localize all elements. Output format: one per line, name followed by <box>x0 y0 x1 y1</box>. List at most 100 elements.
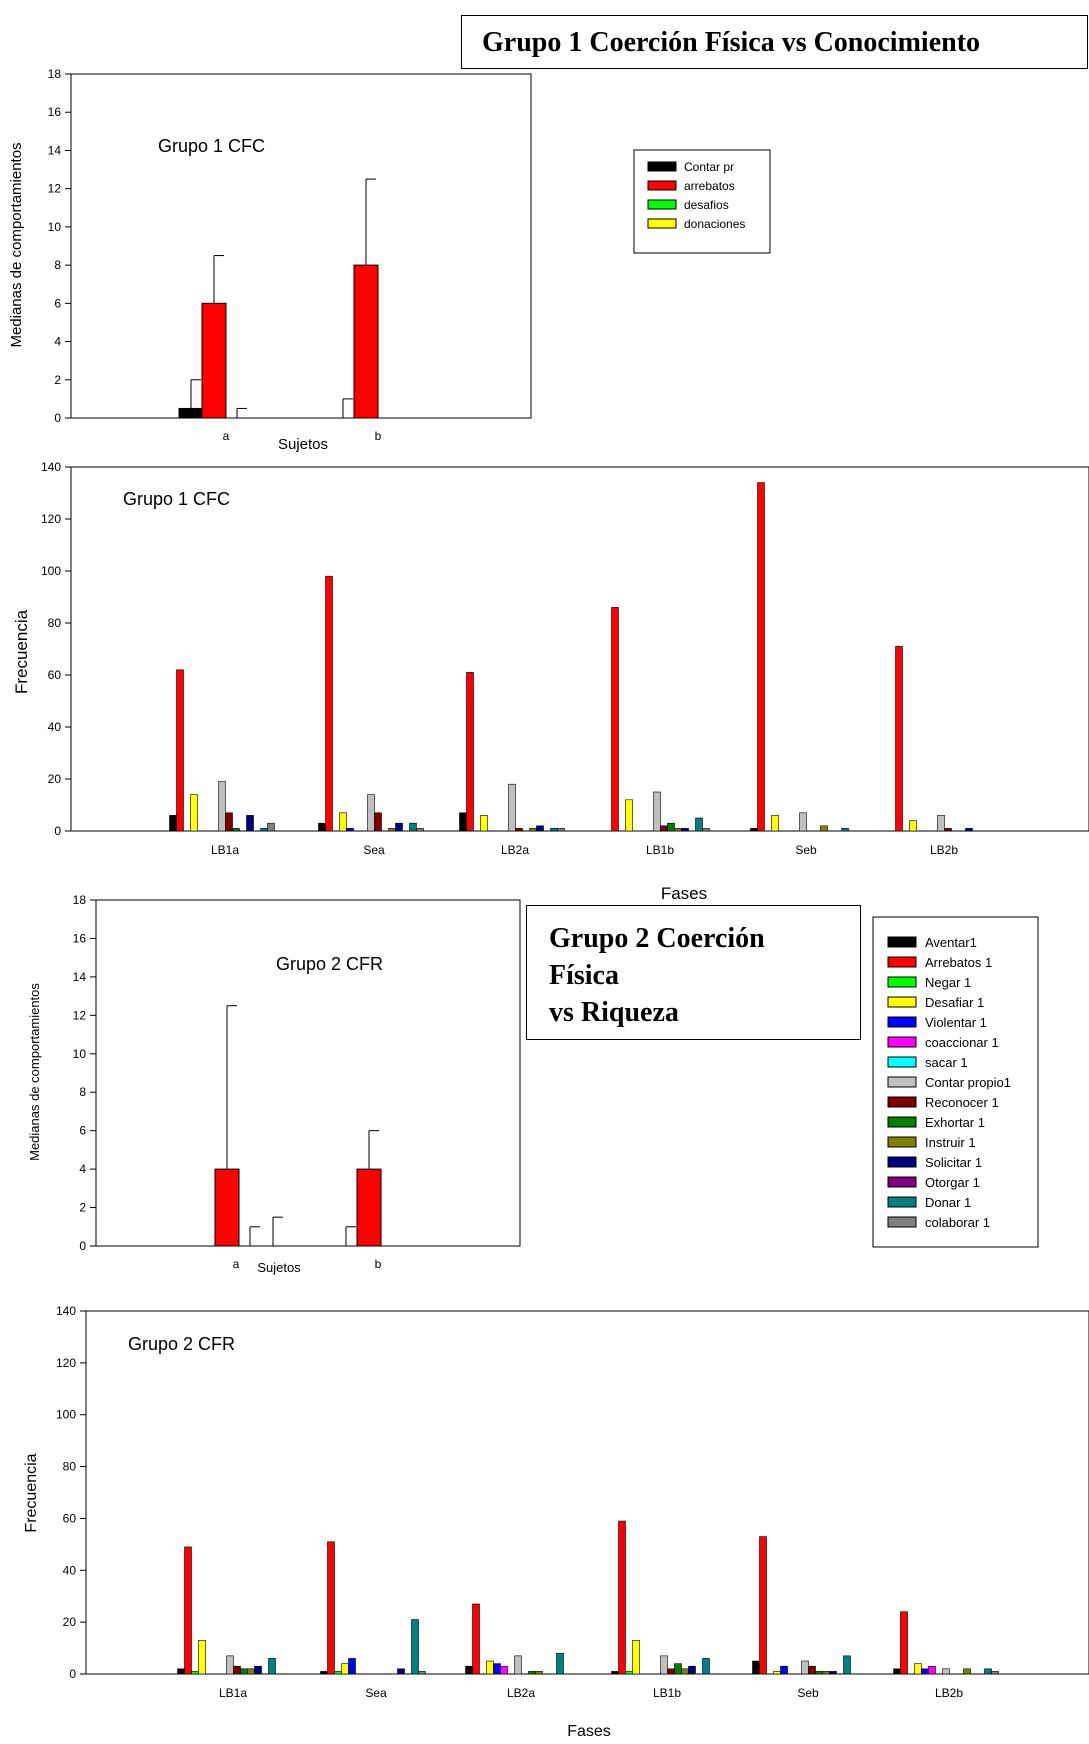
g1-frecuencia-xtick-label: LB1b <box>646 843 674 857</box>
g2-medianas-ylabel: Medianas de comportamientos <box>27 983 42 1161</box>
g2-frecuencia-bar <box>688 1665 696 1675</box>
g2-frecuencia-bar <box>528 1671 536 1675</box>
legend-large-label: Exhortar 1 <box>925 1115 985 1130</box>
g1-frecuencia-bar <box>395 822 403 832</box>
g1-medianas-plot-frame <box>70 73 532 419</box>
g1-medianas-ytick-label: 12 <box>48 182 62 196</box>
g1-medianas-ytick-label: 16 <box>48 105 62 119</box>
g1-frecuencia-title: Grupo 1 CFC <box>123 489 230 509</box>
legend-large-label: Violentar 1 <box>925 1015 987 1030</box>
g1-frecuencia-bar <box>480 815 488 832</box>
g1-medianas-bar <box>353 264 379 419</box>
group1-title: Grupo 1 Coerción Física vs Conocimiento <box>461 15 1088 69</box>
g2-frecuencia-bar <box>829 1671 837 1675</box>
g1-frecuencia-bar <box>246 815 254 832</box>
g1-frecuencia-bar <box>267 822 275 832</box>
g2-frecuencia-bar <box>667 1668 675 1675</box>
g2-frecuencia-bar <box>247 1668 255 1675</box>
legend-small: Contar pr arrebatos desafios donaciones <box>633 149 771 254</box>
g2-frecuencia-xtick-label: LB1b <box>653 1686 681 1700</box>
g2-frecuencia-xtick-label: LB1a <box>219 1686 247 1700</box>
g2-frecuencia-bar <box>928 1665 936 1675</box>
legend-large-swatch <box>887 976 917 988</box>
legend-large-swatch <box>887 1156 917 1168</box>
g2-frecuencia-bar <box>198 1639 206 1675</box>
legend-large-swatch <box>887 1016 917 1028</box>
g2-frecuencia-ytick-label: 20 <box>63 1615 77 1629</box>
g2-frecuencia-bar <box>334 1671 342 1675</box>
legend-large: Aventar1 Arrebatos 1 Negar 1 Desafiar 1 Viol… <box>872 916 1039 1248</box>
legend-large-label: Reconocer 1 <box>925 1095 999 1110</box>
g1-frecuencia-bar <box>346 828 354 832</box>
g1-frecuencia-bar <box>625 799 633 832</box>
g2-medianas-ytick-label: 4 <box>79 1162 86 1176</box>
g2-frecuencia-bar <box>963 1668 971 1675</box>
g1-frecuencia-chart: 0 20 40 60 80 100 120 140 Grupo 1 CFC Fases Frecue… <box>12 460 1089 903</box>
g1-medianas-xtick-label: b <box>375 429 382 443</box>
g2-frecuencia-ytick-label: 0 <box>69 1667 76 1681</box>
g2-medianas-bar <box>356 1168 382 1247</box>
g2-frecuencia-bar <box>752 1660 760 1675</box>
g1-frecuencia-bar <box>550 828 558 832</box>
legend-small-swatch <box>647 180 677 191</box>
g1-frecuencia-bar <box>318 822 326 832</box>
g2-frecuencia-bar <box>493 1663 501 1675</box>
g1-frecuencia-bar <box>702 828 710 832</box>
g2-medianas-chart: 0 2 4 6 8 10 12 14 16 18 Grupo 2 CFR Sujetos Mediana… <box>27 893 521 1275</box>
g2-frecuencia-bar <box>535 1671 543 1675</box>
legend-large-swatch <box>887 1036 917 1048</box>
g2-frecuencia-ytick-label: 40 <box>63 1563 77 1577</box>
g2-frecuencia-bar <box>822 1671 830 1675</box>
g2-frecuencia-chart: 0 20 40 60 80 100 120 140 Grupo 2 CFR Fases Frecue… <box>23 1304 1089 1740</box>
g1-frecuencia-bar <box>260 828 268 832</box>
g2-frecuencia-bar <box>984 1668 992 1675</box>
g2-frecuencia-bar <box>233 1665 241 1675</box>
g2-frecuencia-bar <box>465 1665 473 1675</box>
g2-frecuencia-xlabel: Fases <box>567 1723 611 1740</box>
g2-frecuencia-xtick-label: Seb <box>797 1686 819 1700</box>
g1-frecuencia-bar <box>218 781 226 832</box>
g2-medianas-ytick-label: 6 <box>79 1124 86 1138</box>
g2-frecuencia-ytick-label: 60 <box>63 1511 77 1525</box>
g1-frecuencia-bar <box>367 794 375 832</box>
g2-medianas-ytick-label: 8 <box>79 1085 86 1099</box>
legend-large-label: sacar 1 <box>925 1055 968 1070</box>
g2-frecuencia-bar <box>611 1671 619 1675</box>
g1-frecuencia-ytick-label: 100 <box>41 564 61 578</box>
g1-frecuencia-bar <box>611 607 619 832</box>
g1-frecuencia-xtick-label: LB1a <box>211 843 239 857</box>
g1-frecuencia-bar <box>895 646 903 832</box>
g2-medianas-ytick-label: 2 <box>79 1201 86 1215</box>
g2-medianas-xlabel: Sujetos <box>257 1260 301 1275</box>
g2-medianas-plot-frame <box>95 899 521 1247</box>
legend-large-swatch <box>887 996 917 1008</box>
g2-frecuencia-bar <box>268 1658 276 1675</box>
g1-frecuencia-bar <box>416 828 424 832</box>
g1-frecuencia-bar <box>674 828 682 832</box>
legend-large-label: coaccionar 1 <box>925 1035 999 1050</box>
g2-frecuencia-bar <box>341 1663 349 1675</box>
g1-frecuencia-bar <box>820 825 828 832</box>
g2-frecuencia-ytick-label: 120 <box>56 1356 76 1370</box>
g1-medianas-ytick-label: 6 <box>54 296 61 310</box>
g2-medianas-title: Grupo 2 CFR <box>276 954 383 974</box>
g1-frecuencia-plot-frame <box>70 466 1089 832</box>
g1-medianas-xlabel: Sujetos <box>278 436 328 453</box>
g2-frecuencia-bar <box>702 1658 710 1675</box>
legend-large-swatch <box>887 1076 917 1088</box>
g1-frecuencia-bar <box>536 825 544 832</box>
g2-frecuencia-bar <box>184 1546 192 1675</box>
legend-large-label: Contar propio1 <box>925 1075 1011 1090</box>
g1-frecuencia-ytick-label: 0 <box>54 824 61 838</box>
g1-frecuencia-bar <box>169 815 177 832</box>
g1-medianas-chart: 0 2 4 6 8 10 12 14 16 18 Grupo 1 CFC Sujetos Mediana… <box>8 67 532 453</box>
legend-large-label: Solicitar 1 <box>925 1155 982 1170</box>
g1-frecuencia-bar <box>459 812 467 832</box>
g1-frecuencia-bar <box>695 817 703 832</box>
legend-large-label: Otorgar 1 <box>925 1175 980 1190</box>
g1-frecuencia-bar <box>508 783 516 832</box>
legend-large-swatch <box>887 1176 917 1188</box>
g1-medianas-bar <box>201 302 227 419</box>
g2-frecuencia-bar <box>801 1660 809 1675</box>
